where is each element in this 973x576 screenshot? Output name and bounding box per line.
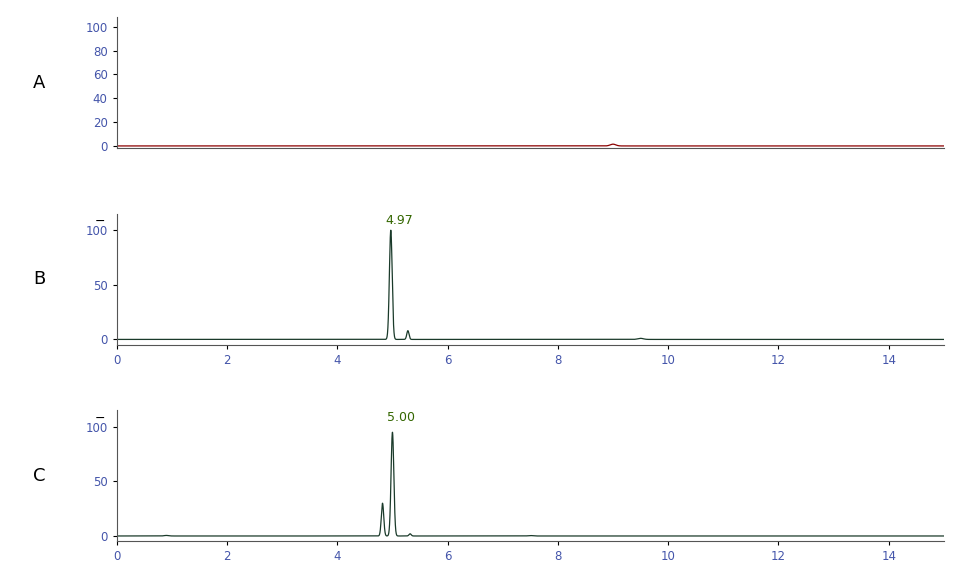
- Text: −: −: [95, 215, 105, 228]
- Text: −: −: [95, 411, 105, 425]
- Text: 5.00: 5.00: [386, 411, 414, 423]
- Text: B: B: [33, 270, 45, 289]
- Text: A: A: [33, 74, 45, 92]
- Text: C: C: [33, 467, 45, 485]
- Text: 4.97: 4.97: [385, 214, 413, 227]
